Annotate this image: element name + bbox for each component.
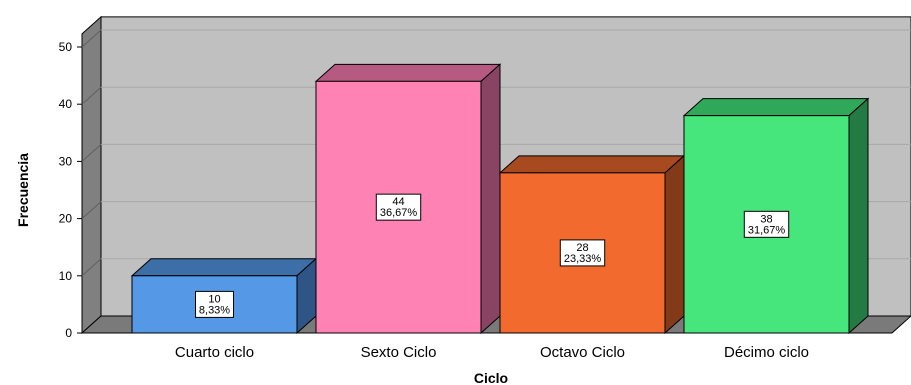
bar-side: [848, 97, 869, 335]
bar-top: [130, 258, 318, 277]
y-tick-label: 50: [59, 40, 73, 54]
gridline-side: [81, 144, 102, 162]
bar-top: [498, 155, 686, 174]
data-label-count: 28: [576, 242, 588, 254]
data-label-percent: 36,67%: [380, 207, 418, 219]
bar-side: [480, 63, 501, 335]
data-label-box: [195, 290, 234, 318]
gridline-side: [81, 29, 102, 48]
x-axis-ticks: Cuarto ciclo Sexto Ciclo Octavo Ciclo Décim…: [175, 344, 809, 361]
y-tick-label: 0: [65, 326, 72, 340]
data-label-box: [375, 193, 422, 221]
data-label-count: 10: [208, 293, 220, 305]
x-tick-label: Décimo ciclo: [724, 344, 809, 361]
x-tick-label: Cuarto ciclo: [175, 344, 254, 361]
data-label-count: 44: [392, 196, 404, 208]
bar-side: [664, 154, 685, 335]
y-axis-ticks: 0 10 20 30 40 50: [59, 40, 82, 340]
data-label-percent: 31,67%: [748, 224, 786, 236]
gridline-side: [81, 201, 102, 219]
y-tick-label: 30: [59, 154, 73, 168]
side-wall: [81, 15, 102, 335]
bar-top: [682, 98, 870, 117]
bar: 108,33%: [130, 257, 318, 335]
gridline-side: [81, 258, 102, 277]
x-axis-title: Ciclo: [474, 370, 508, 385]
bar-top: [314, 63, 502, 82]
y-tick-label: 20: [59, 212, 73, 226]
gridline-side: [81, 86, 102, 105]
y-axis-title: Frecuencia: [15, 153, 31, 227]
data-label-percent: 8,33%: [199, 304, 230, 316]
data-label-percent: 23,33%: [564, 253, 602, 265]
y-tick-label: 40: [59, 97, 73, 111]
data-label-box: [559, 239, 606, 267]
data-label: 108,33%: [195, 290, 234, 318]
x-tick-label: Octavo Ciclo: [540, 344, 625, 361]
data-label-count: 38: [760, 213, 772, 225]
data-label-box: [743, 210, 790, 238]
x-tick-label: Sexto Ciclo: [361, 344, 437, 361]
y-tick-label: 10: [59, 269, 73, 283]
